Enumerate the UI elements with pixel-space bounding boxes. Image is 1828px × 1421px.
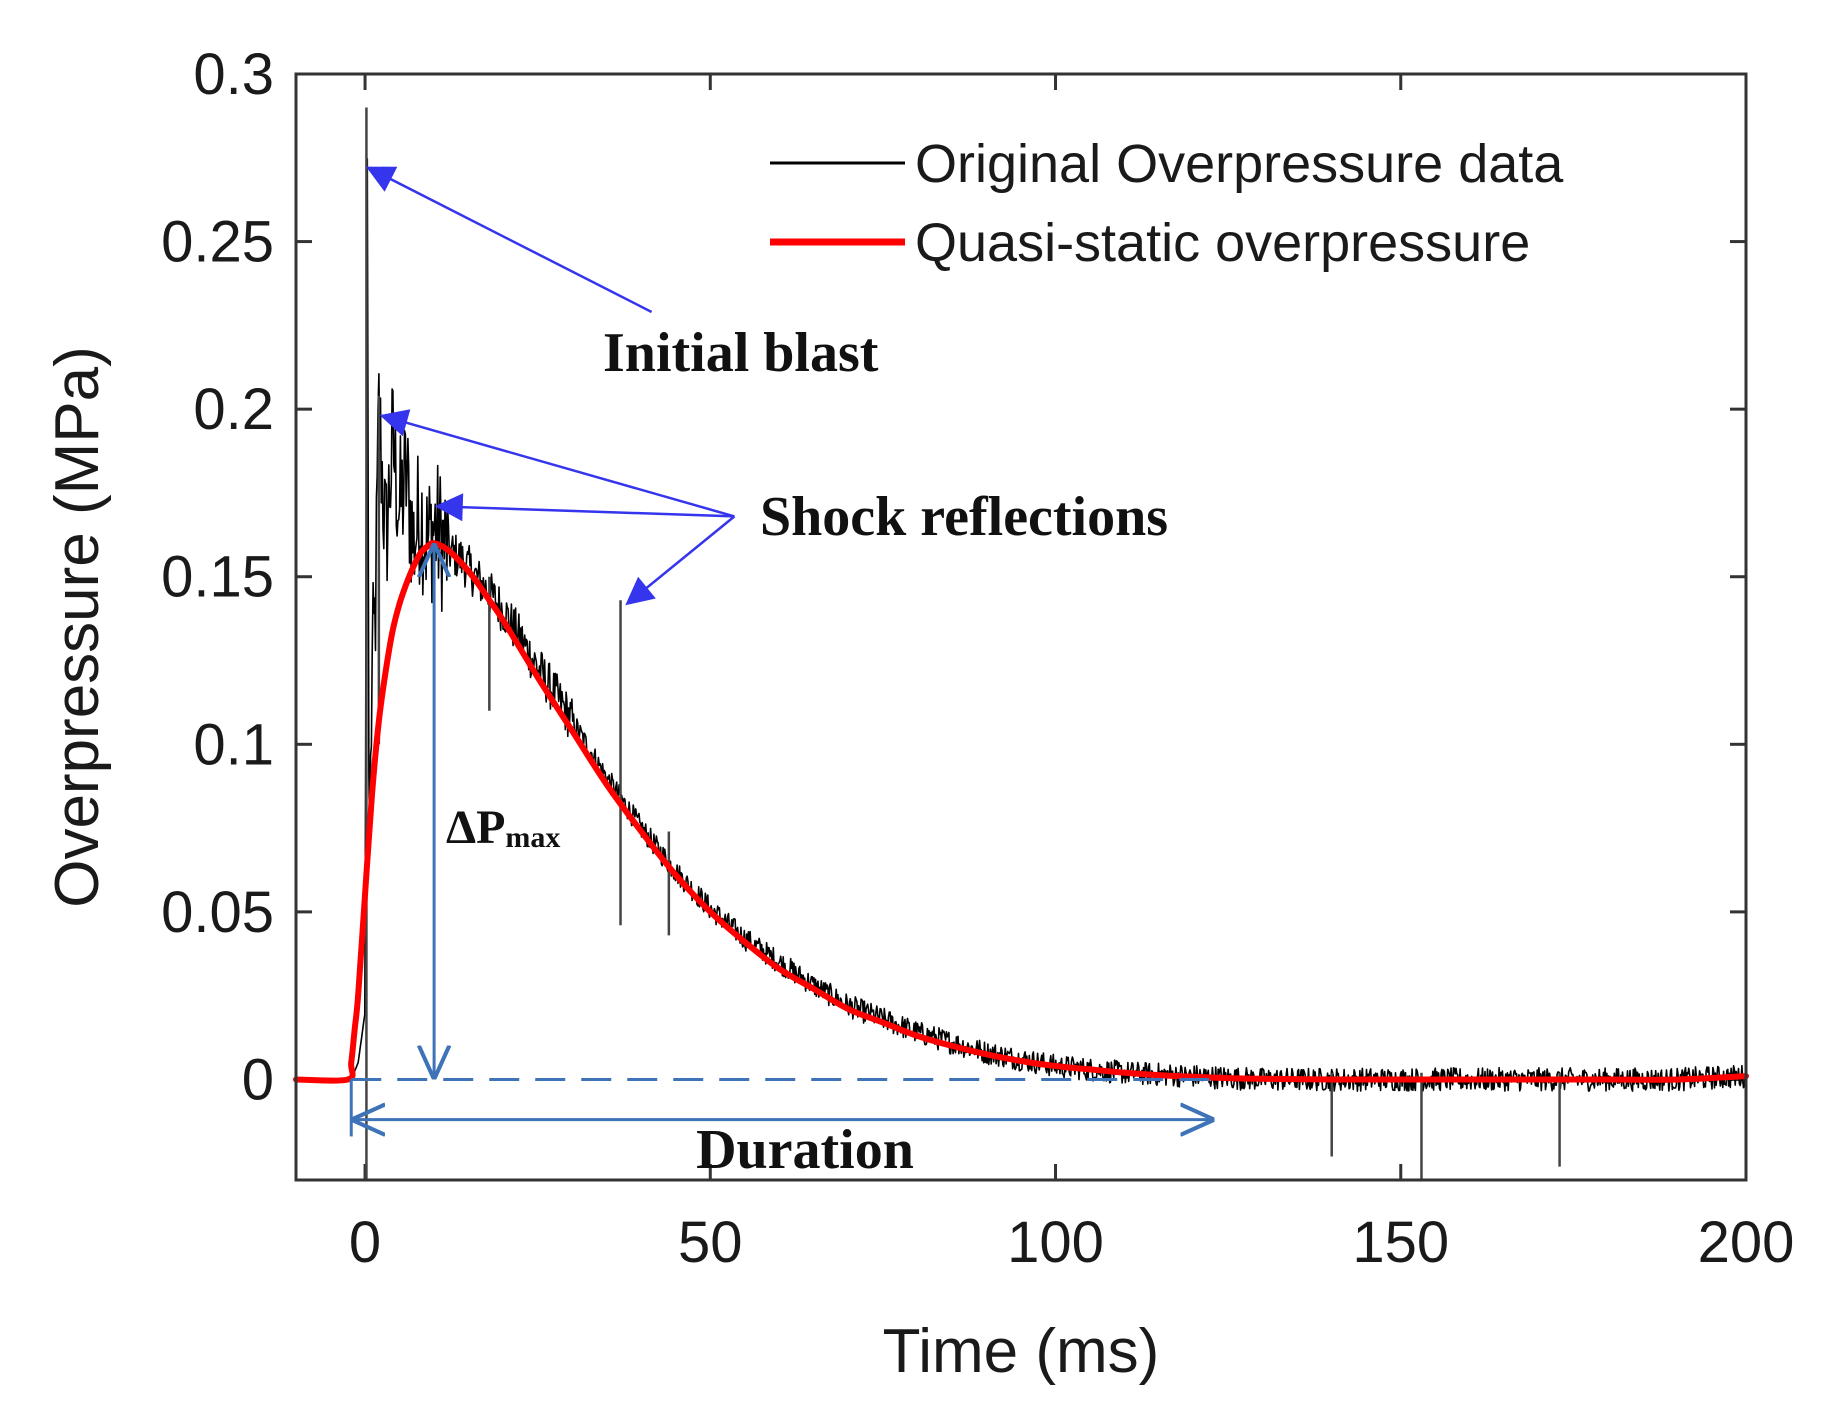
annotation-delta-p: ΔP (446, 801, 505, 854)
y-tick-label-5: 0.25 (161, 210, 274, 275)
y-axis-tick-labels: 0 0.05 0.1 0.15 0.2 0.25 0.3 (161, 42, 274, 1112)
y-tick-label-0: 0 (242, 1047, 274, 1112)
x-tick-label-3: 150 (1352, 1210, 1449, 1275)
annotation-delta-p-max: ΔPmax (446, 801, 560, 854)
annotation-duration: Duration (696, 1119, 914, 1181)
x-axis-tick-labels: 0 50 100 150 200 (349, 1210, 1794, 1275)
annotation-delta-p-subscript: max (505, 821, 560, 854)
y-tick-label-6: 0.3 (193, 42, 274, 107)
plot-background (296, 74, 1746, 1180)
legend-label-quasi-static: Quasi-static overpressure (915, 213, 1530, 273)
y-tick-label-1: 0.05 (161, 880, 274, 945)
arrow-initial-blast (366, 166, 653, 314)
y-tick-label-4: 0.2 (193, 377, 274, 442)
measurement-annotations (349, 543, 1215, 1136)
legend: Original Overpressure data Quasi-static … (770, 134, 1564, 273)
series-quasi-static-line (293, 540, 1749, 1084)
x-axis-title: Time (ms) (883, 1317, 1160, 1386)
arrow-shock-reflection-2 (625, 515, 736, 606)
y-tick-label-2: 0.1 (193, 712, 274, 777)
annotation-arrows (366, 166, 736, 606)
x-tick-label-4: 200 (1698, 1210, 1795, 1275)
y-axis-title: Overpressure (MPa) (43, 346, 112, 908)
x-tick-label-1: 50 (678, 1210, 743, 1275)
annotation-initial-blast: Initial blast (603, 322, 879, 384)
y-tick-label-3: 0.15 (161, 545, 274, 610)
series-quasi-static-overpressure (293, 540, 1749, 1084)
plot-frame (294, 72, 1748, 1182)
annotation-shock-reflections: Shock reflections (760, 486, 1168, 548)
arrow-shock-reflection-1 (434, 493, 735, 522)
legend-label-original: Original Overpressure data (915, 134, 1564, 194)
x-tick-label-2: 100 (1007, 1210, 1104, 1275)
arrow-shock-reflection-0 (379, 409, 735, 518)
x-tick-label-0: 0 (349, 1210, 381, 1275)
